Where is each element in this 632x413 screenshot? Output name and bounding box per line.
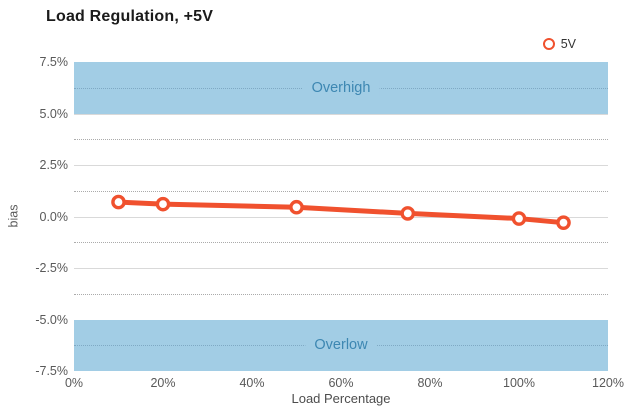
x-axis-label: Load Percentage	[291, 391, 391, 406]
gridline-minor	[74, 139, 608, 141]
x-tick-label: 60%	[328, 376, 354, 390]
y-tick-label: 2.5%	[39, 158, 69, 172]
x-tick-label: 0%	[64, 376, 84, 390]
data-point-marker[interactable]	[289, 199, 304, 215]
y-tick-label: 0.0%	[39, 209, 69, 224]
gridline-minor	[74, 190, 608, 192]
series-line-5v	[111, 194, 571, 230]
data-point-marker[interactable]	[556, 215, 571, 230]
data-point-marker[interactable]	[511, 211, 527, 226]
band-label: Overlow	[305, 337, 377, 354]
x-tick-label: 120%	[592, 376, 624, 390]
y-tick-label: -5.0%	[35, 312, 68, 327]
legend-series-label: 5V	[560, 37, 576, 51]
data-point-marker[interactable]	[155, 196, 171, 212]
band-label: Overhigh	[302, 79, 380, 96]
gridline-minor	[74, 242, 608, 244]
legend[interactable]: 5V	[542, 37, 576, 51]
x-tick-label: 40%	[239, 376, 265, 390]
limit-band: Overlow	[74, 319, 608, 371]
y-tick-label: -2.5%	[35, 261, 68, 275]
data-point-marker[interactable]	[400, 206, 416, 221]
gridline-major	[74, 216, 608, 218]
limit-band: Overhigh	[74, 62, 608, 114]
y-tick-label: 5.0%	[39, 106, 69, 121]
gridline-major	[74, 165, 608, 166]
gridline-major	[74, 113, 608, 115]
gridline-minor	[74, 293, 608, 295]
plot-area: Overhigh Overlow	[74, 62, 608, 371]
chart-title: Load Regulation, +5V	[46, 8, 214, 25]
x-tick-label: 80%	[417, 376, 443, 390]
x-tick-label: 100%	[503, 376, 535, 390]
x-tick-label: 20%	[150, 376, 176, 390]
y-tick-label: -7.5%	[35, 364, 68, 378]
data-point-marker[interactable]	[111, 194, 126, 210]
gridline-major	[74, 268, 608, 269]
series-polyline	[116, 199, 566, 226]
legend-series-marker-icon	[542, 38, 555, 50]
y-tick-label: 7.5%	[39, 55, 69, 69]
